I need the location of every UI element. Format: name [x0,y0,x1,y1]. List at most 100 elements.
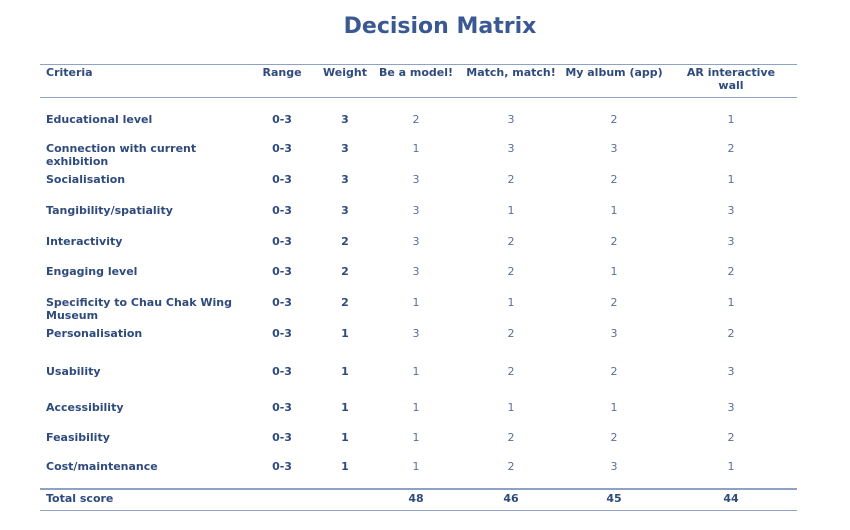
score-cell: 1 [412,142,420,155]
score-cell: 3 [727,204,735,217]
weight-cell: 1 [341,365,349,378]
table-header: Criteria Range Weight Be a model! Match,… [0,66,850,96]
range-cell: 0-3 [272,265,292,278]
score-cell: 2 [610,431,618,444]
score-cell: 1 [727,296,735,309]
range-cell: 0-3 [272,327,292,340]
score-cell: 3 [507,142,515,155]
score-cell: 3 [412,204,420,217]
score-cell: 1 [727,173,735,186]
weight-cell: 1 [341,431,349,444]
table-row: Tangibility/spatiality 0-3 3 3 1 1 3 [0,204,850,234]
page-title: Decision Matrix [343,14,537,39]
score-cell: 1 [412,460,420,473]
header-option-2: Match, match! [466,66,556,79]
score-cell: 2 [727,327,735,340]
range-cell: 0-3 [272,235,292,248]
score-cell: 2 [610,365,618,378]
weight-cell: 3 [341,113,349,126]
score-cell: 2 [727,142,735,155]
header-divider [40,97,797,98]
criteria-cell: Educational level [46,113,153,126]
header-divider-top [40,64,797,65]
criteria-cell: Usability [46,365,101,378]
table-row: Feasibility 0-3 1 1 2 2 2 [0,431,850,461]
total-score: 46 [503,492,519,505]
table-row: Specificity to Chau Chak Wing Museum 0-3… [0,296,850,326]
total-row: Total score 48 46 45 44 [0,492,850,522]
criteria-cell: Tangibility/spatiality [46,204,173,217]
total-score: 48 [408,492,424,505]
score-cell: 3 [610,142,618,155]
total-score: 44 [723,492,739,505]
score-cell: 1 [507,401,515,414]
table-row: Connection with current exhibition 0-3 3… [0,142,850,172]
score-cell: 1 [507,296,515,309]
table-row: Educational level 0-3 3 2 3 2 1 [0,113,850,143]
score-cell: 2 [610,296,618,309]
total-label: Total score [46,492,114,505]
score-cell: 3 [727,401,735,414]
range-cell: 0-3 [272,142,292,155]
criteria-cell: Personalisation [46,327,143,340]
range-cell: 0-3 [272,296,292,309]
header-option-3: My album (app) [565,66,663,79]
score-cell: 1 [412,431,420,444]
weight-cell: 1 [341,327,349,340]
score-cell: 1 [610,204,618,217]
score-cell: 2 [507,365,515,378]
weight-cell: 3 [341,142,349,155]
total-score: 45 [606,492,622,505]
score-cell: 2 [507,460,515,473]
range-cell: 0-3 [272,173,292,186]
weight-cell: 2 [341,265,349,278]
criteria-cell: Socialisation [46,173,126,186]
score-cell: 3 [412,173,420,186]
score-cell: 1 [507,204,515,217]
header-criteria: Criteria [46,66,93,79]
score-cell: 2 [507,431,515,444]
score-cell: 1 [412,296,420,309]
score-cell: 2 [727,265,735,278]
table-row: Usability 0-3 1 1 2 2 3 [0,365,850,395]
score-cell: 1 [727,113,735,126]
score-cell: 2 [507,327,515,340]
score-cell: 2 [507,173,515,186]
score-cell: 1 [610,401,618,414]
bottom-divider [40,510,797,511]
weight-cell: 2 [341,235,349,248]
score-cell: 2 [507,265,515,278]
table-row: Personalisation 0-3 1 3 2 3 2 [0,327,850,357]
criteria-cell: Connection with current exhibition [46,142,197,168]
criteria-cell: Interactivity [46,235,123,248]
range-cell: 0-3 [272,113,292,126]
header-weight: Weight [323,66,367,79]
range-cell: 0-3 [272,365,292,378]
header-range: Range [262,66,302,79]
score-cell: 3 [507,113,515,126]
table-row: Socialisation 0-3 3 3 2 2 1 [0,173,850,203]
score-cell: 1 [412,365,420,378]
criteria-cell: Engaging level [46,265,138,278]
weight-cell: 3 [341,204,349,217]
score-cell: 2 [507,235,515,248]
range-cell: 0-3 [272,460,292,473]
score-cell: 2 [727,431,735,444]
table-row: Interactivity 0-3 2 3 2 2 3 [0,235,850,265]
criteria-cell: Accessibility [46,401,124,414]
score-cell: 3 [727,365,735,378]
table-row: Cost/maintenance 0-3 1 1 2 3 1 [0,460,850,490]
range-cell: 0-3 [272,431,292,444]
weight-cell: 1 [341,401,349,414]
score-cell: 2 [610,235,618,248]
score-cell: 1 [610,265,618,278]
score-cell: 3 [412,327,420,340]
score-cell: 3 [412,265,420,278]
score-cell: 3 [610,460,618,473]
table-row: Accessibility 0-3 1 1 1 1 3 [0,401,850,431]
score-cell: 2 [610,113,618,126]
table-row: Engaging level 0-3 2 3 2 1 2 [0,265,850,295]
range-cell: 0-3 [272,204,292,217]
weight-cell: 2 [341,296,349,309]
criteria-cell: Cost/maintenance [46,460,158,473]
